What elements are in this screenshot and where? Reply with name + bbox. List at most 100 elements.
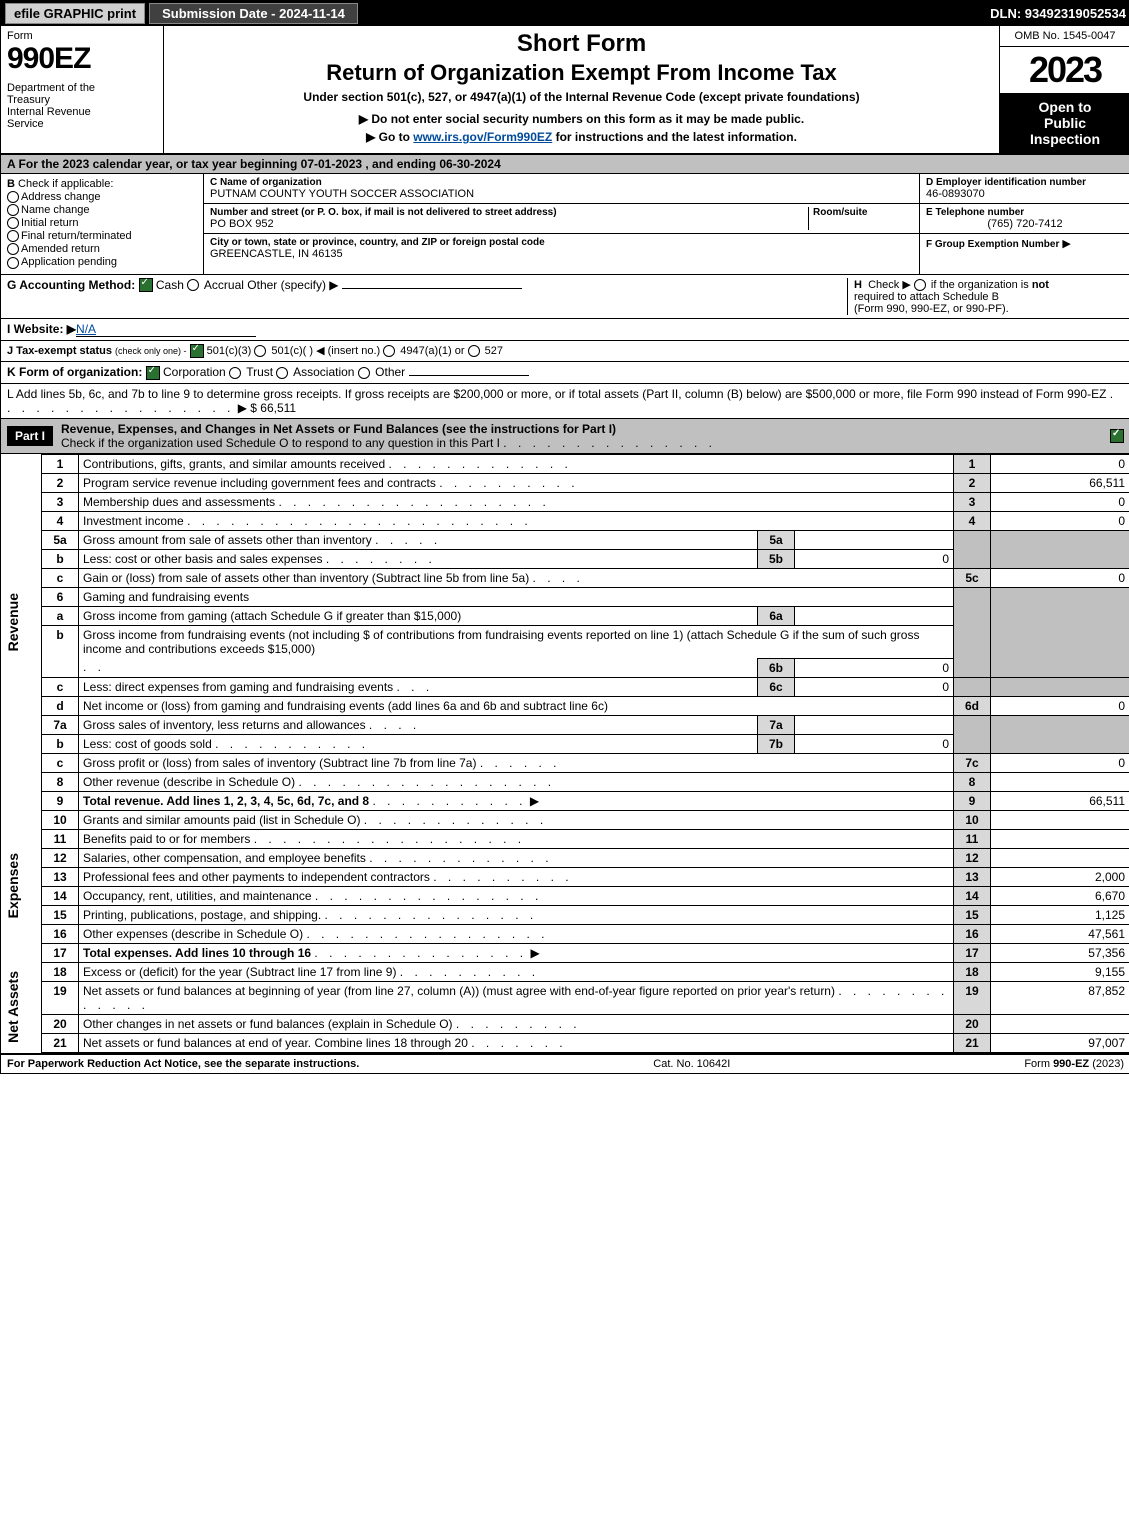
section-b: B Check if applicable: Address change Na…: [1, 174, 204, 274]
other-org-input[interactable]: [409, 375, 529, 376]
chk-other-org[interactable]: [358, 367, 370, 379]
k-label: K Form of organization:: [7, 365, 142, 379]
b-text: Check if applicable:: [18, 178, 113, 190]
line-7c-value: 0: [991, 753, 1129, 772]
section-h: H Check ▶ if the organization is not req…: [847, 278, 1124, 315]
line-6b-value: 0: [795, 658, 954, 677]
chk-schedule-b[interactable]: [914, 279, 926, 291]
efile-print-button[interactable]: efile GRAPHIC print: [5, 3, 145, 24]
d-label: D Employer identification number: [926, 177, 1124, 188]
line-16-value: 47,561: [991, 924, 1129, 943]
chk-final-return[interactable]: Final return/terminated: [7, 230, 197, 242]
line-13-value: 2,000: [991, 867, 1129, 886]
chk-trust[interactable]: [229, 367, 241, 379]
line-20-value: [991, 1014, 1129, 1033]
line-14-value: 6,670: [991, 886, 1129, 905]
irs-link[interactable]: www.irs.gov/Form990EZ: [413, 130, 552, 144]
form-label: Form: [7, 30, 157, 42]
line-2-value: 66,511: [991, 473, 1129, 492]
section-d-e-f: D Employer identification number 46-0893…: [919, 174, 1129, 274]
inspection-badge: Open to Public Inspection: [1000, 93, 1129, 153]
chk-corporation[interactable]: [146, 366, 160, 380]
line-12-value: [991, 848, 1129, 867]
chk-name-change[interactable]: Name change: [7, 204, 197, 216]
chk-501c3[interactable]: [190, 344, 204, 358]
expenses-side-label: Expenses: [5, 853, 21, 918]
website-value[interactable]: N/A: [76, 322, 256, 337]
g-label: G Accounting Method:: [7, 278, 135, 292]
tax-year: 2023: [1000, 47, 1129, 93]
header-center: Short Form Return of Organization Exempt…: [164, 26, 999, 153]
form-header: Form 990EZ Department of theTreasuryInte…: [1, 26, 1129, 155]
subtitle-section: Under section 501(c), 527, or 4947(a)(1)…: [168, 90, 995, 104]
line-19-value: 87,852: [991, 981, 1129, 1014]
chk-application-pending[interactable]: Application pending: [7, 256, 197, 268]
department-label: Department of theTreasuryInternal Revenu…: [7, 82, 157, 130]
chk-cash[interactable]: [139, 278, 153, 292]
omb-number: OMB No. 1545-0047: [1000, 26, 1129, 47]
chk-527[interactable]: [468, 345, 480, 357]
part-1-header: Part I Revenue, Expenses, and Changes in…: [1, 419, 1129, 454]
f-label: F Group Exemption Number: [926, 239, 1059, 250]
line-7a-value: [795, 715, 954, 734]
chk-amended-return[interactable]: Amended return: [7, 243, 197, 255]
c-name-label: C Name of organization: [210, 177, 913, 188]
room-label: Room/suite: [813, 207, 913, 218]
line-8-value: [991, 772, 1129, 791]
header-left: Form 990EZ Department of theTreasuryInte…: [1, 26, 164, 153]
chk-association[interactable]: [276, 367, 288, 379]
form-ref: Form 990-EZ (2023): [1024, 1058, 1124, 1070]
entity-box: B Check if applicable: Address change Na…: [1, 174, 1129, 275]
section-c: C Name of organization PUTNAM COUNTY YOU…: [204, 174, 919, 274]
net-assets-side-label: Net Assets: [5, 971, 21, 1043]
line-9-value: 66,511: [991, 791, 1129, 810]
part-1-label: Part I: [7, 426, 53, 446]
catalog-number: Cat. No. 10642I: [359, 1058, 1024, 1070]
topbar: efile GRAPHIC print Submission Date - 20…: [1, 1, 1129, 26]
form-page: efile GRAPHIC print Submission Date - 20…: [0, 0, 1129, 1074]
i-label: I Website: ▶: [7, 322, 76, 336]
goto-prefix: ▶ Go to: [366, 130, 413, 144]
c-addr-label: Number and street (or P. O. box, if mail…: [210, 207, 808, 218]
line-7b-value: 0: [795, 734, 954, 753]
chk-address-change[interactable]: Address change: [7, 191, 197, 203]
org-address: PO BOX 952: [210, 218, 808, 230]
gross-receipts: $ 66,511: [250, 401, 296, 415]
footer: For Paperwork Reduction Act Notice, see …: [1, 1053, 1129, 1073]
c-city-label: City or town, state or province, country…: [210, 237, 913, 248]
other-method-input[interactable]: [342, 288, 522, 289]
org-name: PUTNAM COUNTY YOUTH SOCCER ASSOCIATION: [210, 188, 913, 200]
b-label: B: [7, 178, 15, 190]
line-5b-value: 0: [795, 549, 954, 568]
warning-ssn: ▶ Do not enter social security numbers o…: [168, 112, 995, 126]
line-5c-value: 0: [991, 568, 1129, 587]
row-g-h: G Accounting Method: Cash Accrual Other …: [1, 275, 1129, 319]
f-arrow: ▶: [1062, 238, 1070, 250]
line-11-value: [991, 829, 1129, 848]
phone-value: (765) 720-7412: [926, 218, 1124, 230]
chk-accrual[interactable]: [187, 279, 199, 291]
org-city: GREENCASTLE, IN 46135: [210, 248, 913, 260]
revenue-side-label: Revenue: [5, 593, 21, 651]
chk-initial-return[interactable]: Initial return: [7, 217, 197, 229]
insp-2: Public: [1044, 115, 1086, 131]
line-6a-value: [795, 606, 954, 625]
section-g: G Accounting Method: Cash Accrual Other …: [7, 278, 847, 315]
submission-date-button[interactable]: Submission Date - 2024-11-14: [149, 3, 358, 24]
l-text: L Add lines 5b, 6c, and 7b to line 9 to …: [7, 387, 1106, 401]
line-18-value: 9,155: [991, 962, 1129, 981]
line-17-value: 57,356: [991, 943, 1129, 962]
chk-501c[interactable]: [254, 345, 266, 357]
title-short-form: Short Form: [168, 30, 995, 58]
chk-4947[interactable]: [383, 345, 395, 357]
e-label: E Telephone number: [926, 207, 1124, 218]
line-4-value: 0: [991, 511, 1129, 530]
insp-3: Inspection: [1030, 131, 1100, 147]
goto-suffix: for instructions and the latest informat…: [552, 130, 797, 144]
line-5a-value: [795, 530, 954, 549]
header-right: OMB No. 1545-0047 2023 Open to Public In…: [999, 26, 1129, 153]
ein-value: 46-0893070: [926, 188, 1124, 200]
h-label: H: [854, 279, 862, 291]
chk-schedule-o[interactable]: [1110, 429, 1124, 443]
row-a-taxyear: A For the 2023 calendar year, or tax yea…: [1, 155, 1129, 174]
